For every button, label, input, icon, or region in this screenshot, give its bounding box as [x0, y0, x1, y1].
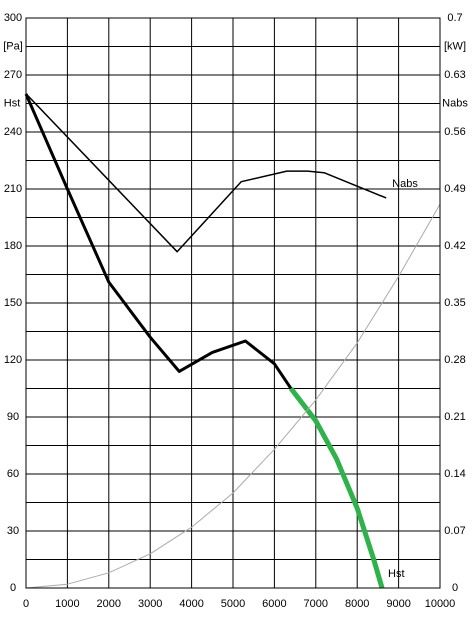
- x-tick-label: 5000: [221, 598, 245, 610]
- line-series: [25, 93, 387, 253]
- y2-tick-label: 0.21: [444, 411, 465, 423]
- x-tick-label: 1000: [55, 598, 79, 610]
- y-tick-label: 30: [7, 525, 19, 537]
- y-tick-label: 120: [4, 354, 22, 366]
- y-tick-label: 180: [4, 240, 22, 252]
- y2-unit: [kW]: [444, 40, 466, 52]
- series-label: Hst: [388, 568, 405, 580]
- y-tick-label: 240: [4, 126, 22, 138]
- x-tick-label: 9000: [386, 598, 410, 610]
- y-tick-label: 60: [7, 468, 19, 480]
- y-unit: [Pa]: [3, 40, 23, 52]
- x-tick-label: 4000: [179, 598, 203, 610]
- x-tick-label: 10000: [425, 598, 456, 610]
- y-tick-label: 150: [4, 297, 22, 309]
- y-tick-label: 0: [10, 582, 16, 594]
- y2-tick-label: 0.42: [444, 240, 465, 252]
- y2-tick-label: 0.7: [447, 12, 462, 24]
- y-tick-label: 300: [4, 12, 22, 24]
- plot-frame: [25, 17, 441, 589]
- line-series: [24, 93, 293, 390]
- series-label: Nabs: [392, 178, 418, 190]
- x-tick-label: 2000: [97, 598, 121, 610]
- line-series: [25, 203, 441, 589]
- y2-tick-label: 0.49: [444, 183, 465, 195]
- x-tick-label: 3000: [138, 598, 162, 610]
- y-tick-label: 90: [7, 411, 19, 423]
- y2-tick-label: 0: [452, 582, 458, 594]
- y2-tick-label: 0.56: [444, 126, 465, 138]
- y2-tick-label: 0.63: [444, 69, 465, 81]
- y-tick-label: 270: [4, 69, 22, 81]
- x-tick-label: 7000: [304, 598, 328, 610]
- y2-tick-label: 0.35: [444, 297, 465, 309]
- y2-tick-label: 0.07: [444, 525, 465, 537]
- x-tick-label: 0: [23, 598, 29, 610]
- x-tick-label: 8000: [345, 598, 369, 610]
- y-tick-label: 210: [4, 183, 22, 195]
- y2-tick-label: 0.28: [444, 354, 465, 366]
- y2-tick-label: 0.14: [444, 468, 465, 480]
- y-label: Hst: [4, 97, 21, 109]
- x-tick-label: 6000: [262, 598, 286, 610]
- line-series: [288, 386, 385, 589]
- y2-label: Nabs: [442, 97, 468, 109]
